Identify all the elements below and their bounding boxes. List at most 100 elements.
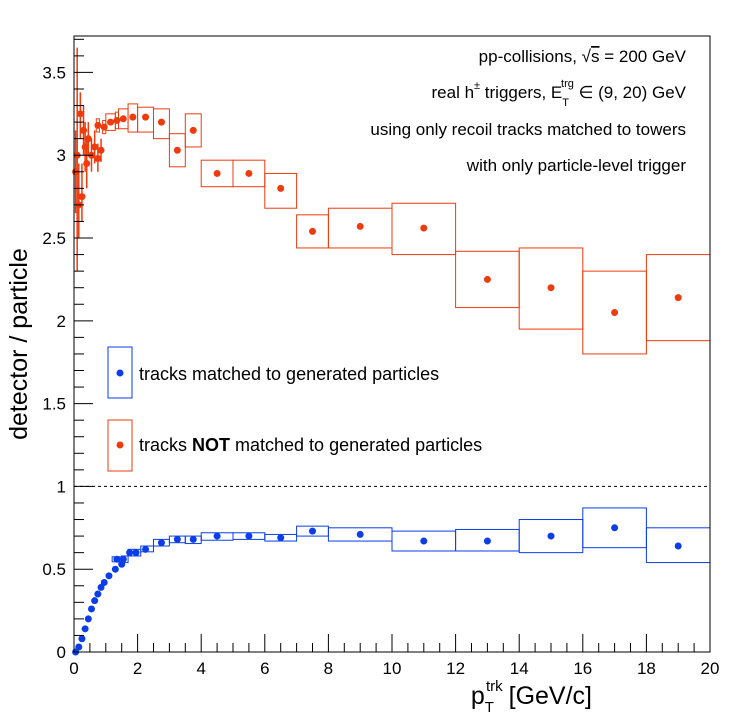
x-axis-title-unit: [GeV/c] [509,682,592,710]
data-point [309,527,316,535]
legend-label-2: tracks NOT matched to generated particle… [139,435,482,455]
legend-label-1: tracks matched to generated particles [139,364,439,384]
data-point [277,534,285,542]
data-point [107,118,115,126]
syst-box [391,202,457,256]
legend-swatch-marker-2 [116,441,124,449]
data-point [173,146,181,154]
data-point [100,123,108,131]
x-tick-label: 20 [701,659,720,678]
sqrt-arg: s [591,47,600,66]
data-point [94,121,102,129]
data-point [75,643,83,651]
series-1 [72,47,711,355]
annotation-line-3: using only recoil tracks matched to towe… [370,120,686,139]
data-point [309,227,316,235]
data-point [157,539,165,547]
data-point [119,115,127,123]
x-tick-label: 14 [510,659,529,678]
data-point [157,118,165,126]
data-point [483,537,491,545]
data-point [97,146,105,154]
data-point [356,222,364,230]
y-tick-label: 1.5 [42,395,66,414]
data-point [78,193,86,201]
legend-swatch-box-2 [107,419,133,472]
legend-label-2-bold: NOT [192,435,230,455]
data-point [87,605,95,613]
data-point [547,284,555,292]
data-point [213,532,221,540]
data-point [126,549,134,557]
y-tick-label: 2.5 [42,229,66,248]
data-marks [72,47,711,656]
x-axis-title-sub: T [485,699,494,716]
syst-box [264,172,298,209]
annotation-line-1: pp-collisions, √s = 200 GeV [479,47,687,66]
data-point [111,565,119,573]
annotation-line-2: real h± triggers, ETtrg ∈ (9, 20) GeV [432,78,687,109]
data-point [611,309,619,317]
y-tick-label: 0.5 [42,560,66,579]
data-point [173,535,181,543]
data-point [91,597,99,605]
data-point [189,126,197,134]
data-point [94,155,102,163]
y-tick-label: 1 [57,477,66,496]
data-point [94,590,102,598]
sqrt-sign: √ [582,47,592,66]
data-point [83,160,91,168]
data-point [420,224,428,232]
legend-swatch-marker-1 [116,369,124,377]
data-point [113,555,121,563]
x-tick-label: 0 [69,659,78,678]
series-0 [72,507,711,656]
y-tick-label: 3 [57,146,66,165]
data-point [420,537,428,545]
annotation-line-4: with only particle-level trigger [466,156,687,175]
axes: 0 2 4 6 8 10 12 14 16 18 20 0 0.5 1 1.5 2 2.5 3 3.5 [42,38,720,678]
x-tick-label: 4 [196,659,205,678]
legend-swatch-box-1 [107,346,133,399]
data-point [483,275,491,283]
y-tick-label: 2 [57,312,66,331]
data-point [142,113,150,121]
x-tick-label: 16 [573,659,592,678]
x-tick-label: 12 [446,659,465,678]
data-point [91,143,99,151]
legend: tracks matched to generated particles tr… [107,346,482,472]
y-tick-label: 3.5 [42,63,66,82]
data-point [129,113,137,121]
x-axis-title: pTtrk [GeV/c] [471,678,592,716]
data-point [97,583,105,591]
data-point [119,555,127,563]
data-point [100,578,108,586]
syst-box [153,108,170,140]
data-point [76,110,84,118]
x-tick-label: 10 [383,659,402,678]
x-tick-label: 2 [133,659,142,678]
data-point [245,532,253,540]
data-point [611,524,619,532]
data-point [84,615,92,623]
data-point [80,126,88,134]
data-point [142,545,150,553]
data-point [132,549,140,557]
data-point [674,542,682,550]
data-point [213,169,221,177]
x-tick-label: 8 [324,659,333,678]
data-point [245,169,253,177]
x-tick-label: 6 [260,659,269,678]
data-point [356,530,364,538]
x-tick-label: 18 [637,659,656,678]
data-point [113,116,121,124]
data-point [674,294,682,302]
y-tick-label: 0 [57,643,66,662]
data-point [277,184,285,192]
syst-box [184,113,202,148]
data-point [78,635,86,643]
data-point [105,572,113,580]
data-point [547,532,555,540]
y-axis-title: detector / particle [5,248,33,440]
